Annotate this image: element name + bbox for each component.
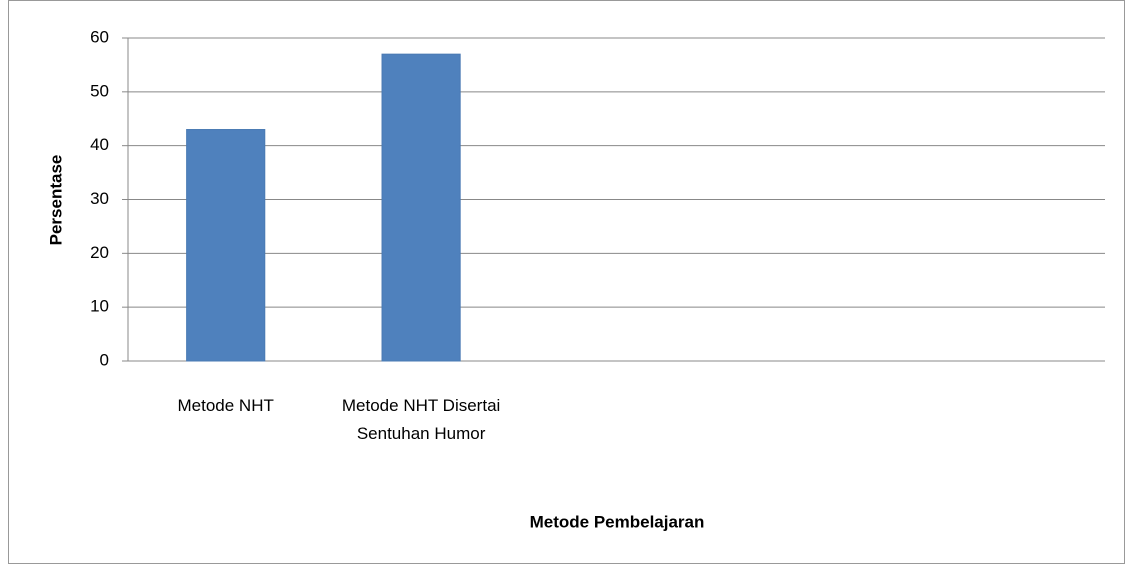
y-tick-label: 30 [90, 189, 109, 208]
y-tick-label: 40 [90, 135, 109, 154]
y-axis-title: Persentase [46, 155, 65, 246]
x-axis-title: Metode Pembelajaran [530, 512, 705, 531]
bar [186, 129, 266, 362]
y-tick-label: 60 [90, 27, 109, 46]
x-tick-label: Metode NHT [177, 396, 274, 415]
y-tick-label: 50 [90, 81, 109, 100]
x-tick-label: Metode NHT Disertai Sentuhan Humor [341, 396, 501, 443]
y-tick-label: 0 [100, 350, 109, 369]
y-tick-label: 20 [90, 243, 109, 262]
chart-border [8, 0, 1125, 564]
y-tick-label: 10 [90, 297, 109, 316]
bar [381, 53, 461, 362]
